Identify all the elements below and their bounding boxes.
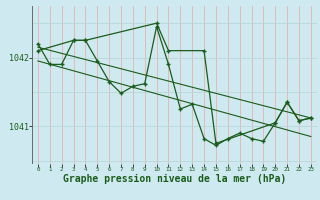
- X-axis label: Graphe pression niveau de la mer (hPa): Graphe pression niveau de la mer (hPa): [63, 174, 286, 184]
